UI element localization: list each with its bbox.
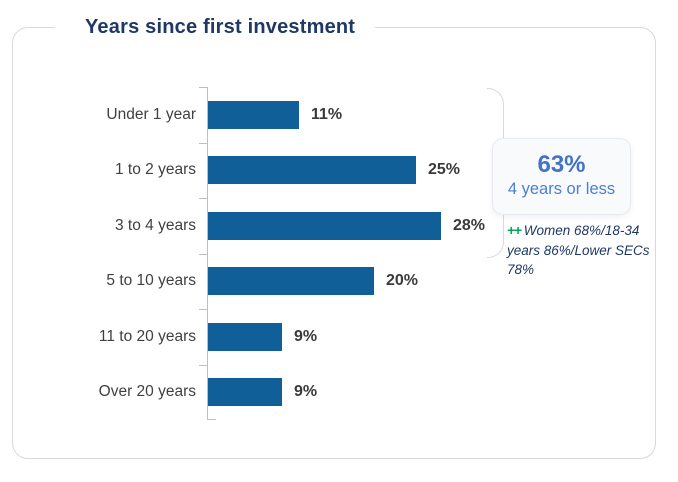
chart-card [12, 27, 656, 459]
category-label: 3 to 4 years [115, 216, 196, 234]
chart-title: Years since first investment [55, 11, 376, 43]
bar [207, 211, 441, 240]
callout-value: 63% [537, 151, 586, 178]
axis-tick [199, 87, 207, 88]
axis-tick [199, 253, 207, 255]
bar-row: Under 1 year 11% [10, 87, 480, 143]
bar [207, 267, 374, 296]
axis-tick [199, 198, 207, 199]
bar-row: Over 20 years 9% [10, 365, 480, 421]
value-label: 20% [386, 272, 419, 290]
axis-tick [199, 309, 207, 310]
value-label: 9% [294, 383, 318, 401]
category-label: Under 1 year [106, 105, 196, 123]
annotation-text: Women 68%/18-34 years 86%/Lower SECs 78% [507, 223, 650, 277]
bar-row: 1 to 2 years 25% [10, 143, 480, 199]
bar [207, 156, 416, 185]
y-axis-line [207, 87, 216, 420]
bar [207, 100, 299, 129]
category-label: 11 to 20 years [98, 327, 196, 345]
category-label: 5 to 10 years [106, 272, 196, 290]
bar-row: 5 to 10 years 20% [10, 254, 480, 310]
value-label: 11% [311, 105, 343, 123]
value-label: 25% [428, 161, 461, 179]
bar-row: 11 to 20 years 9% [10, 309, 480, 365]
axis-tick [199, 142, 207, 144]
category-label: Over 20 years [98, 383, 196, 401]
bar-row: 3 to 4 years 28% [10, 198, 485, 254]
value-label: 28% [453, 216, 486, 234]
axis-tick [199, 364, 207, 366]
callout-label: 4 years or less [507, 180, 616, 198]
callout-box: 63% 4 years or less [492, 138, 631, 215]
plus-plus-marker: ++ [507, 223, 522, 238]
subgroup-annotation: ++ Women 68%/18-34 years 86%/Lower SECs 7… [507, 221, 665, 280]
bar-chart: Under 1 year 11% 1 to 2 years 25% 3 to 4 yea… [10, 87, 485, 421]
category-label: 1 to 2 years [115, 161, 196, 179]
value-label: 9% [294, 327, 318, 345]
bar [207, 378, 282, 407]
bar [207, 322, 282, 351]
